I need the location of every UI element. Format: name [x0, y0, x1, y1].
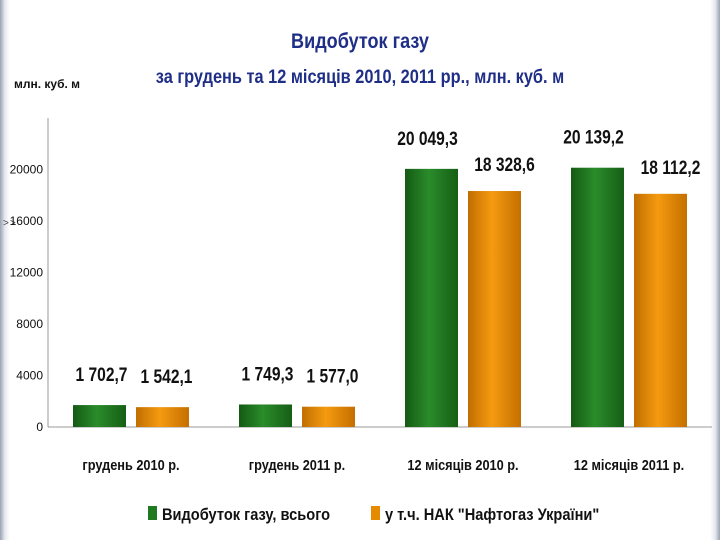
bar-total [73, 405, 126, 427]
chart-subtitle: за грудень та 12 місяців 2010, 2011 рр.,… [155, 67, 565, 88]
legend-label: у т.ч. НАК "Нафтогаз України" [385, 506, 599, 524]
legend-label: Видобуток газу, всього [162, 506, 330, 524]
y-axis-unit-label: млн. куб. м [14, 77, 81, 91]
legend-swatch [148, 506, 157, 520]
data-label: 1 542,1 [141, 366, 193, 388]
legend-swatch [371, 506, 380, 520]
data-label: 20 139,2 [563, 126, 624, 148]
bar-total [239, 404, 292, 427]
x-tick-label: 12 місяців 2011 р. [574, 456, 684, 473]
x-tick-label: грудень 2010 р. [82, 456, 179, 473]
data-label: 18 328,6 [474, 154, 535, 176]
x-tick-label: грудень 2011 р. [249, 456, 345, 473]
y-tick-label: 0 [36, 420, 43, 434]
data-label: 1 702,7 [76, 364, 128, 386]
data-label: 18 112,2 [641, 156, 701, 178]
data-label: 1 749,3 [242, 363, 294, 385]
y-tick-label: 8000 [16, 317, 43, 331]
x-tick-labels: грудень 2010 р. грудень 2011 р. 12 місяців… [82, 456, 684, 473]
bar-total [405, 168, 458, 427]
y-tick-label: 12000 [10, 266, 44, 280]
chart-title: Видобуток газу [291, 30, 429, 53]
bar-total [571, 167, 624, 427]
side-marker: >> [3, 218, 17, 229]
y-tick-label: 20000 [10, 163, 44, 177]
bar-naftogaz [302, 406, 355, 427]
bar-naftogaz [468, 191, 521, 427]
legend: Видобуток газу, всього у т.ч. НАК "Нафтог… [148, 506, 599, 524]
y-tick-label: 4000 [16, 369, 43, 383]
bar-naftogaz [634, 193, 687, 427]
data-label: 1 577,0 [307, 365, 359, 387]
bar-naftogaz [136, 407, 189, 427]
x-tick-label: 12 місяців 2010 р. [407, 456, 518, 473]
y-tick-label: 16000 [10, 214, 44, 228]
bars [73, 167, 687, 427]
data-labels: 1 702,7 1 542,1 1 749,3 1 577,0 20 049,3 18 3… [76, 126, 701, 387]
data-label: 20 049,3 [397, 127, 458, 149]
y-ticks: 0 4000 8000 12000 16000 20000 [10, 163, 44, 435]
